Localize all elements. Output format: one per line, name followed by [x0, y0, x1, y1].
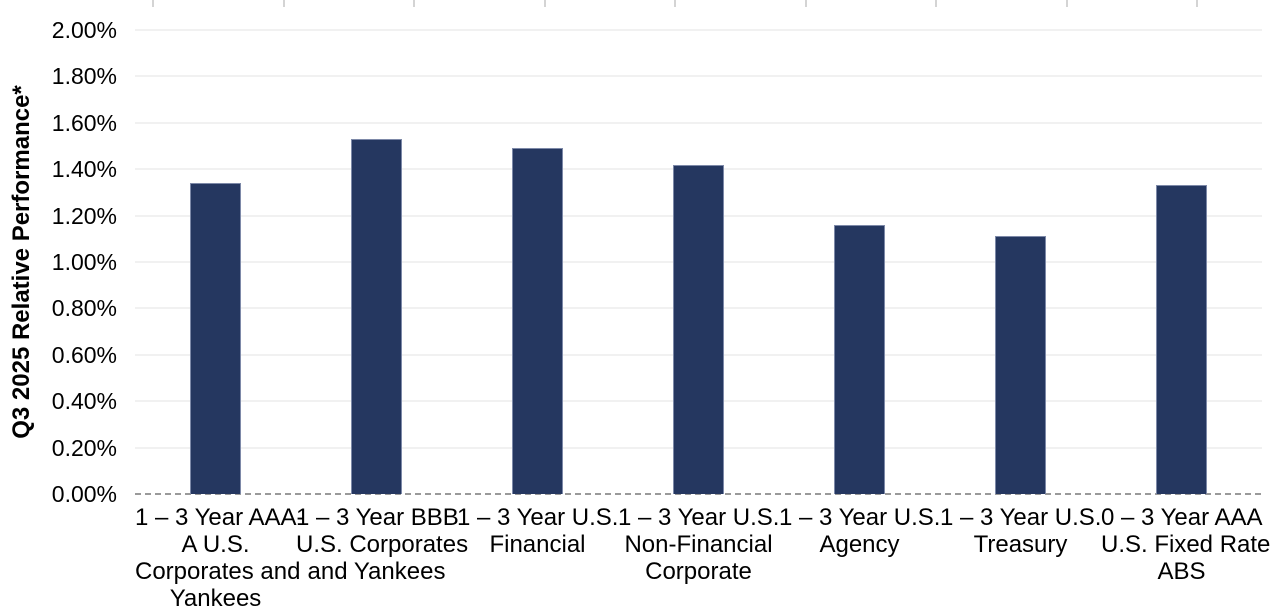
y-tick-label: 1.60% — [51, 109, 117, 136]
bar — [1156, 185, 1207, 494]
gridline — [135, 121, 1262, 124]
y-tick-label: 1.20% — [51, 202, 117, 229]
category-label: 1 – 3 Year AAA- A U.S. Corporates and Ya… — [135, 504, 305, 612]
top-tick-mark — [282, 0, 285, 7]
category-label: 1 – 3 Year U.S. Non-Financial Corporate — [618, 504, 780, 585]
top-tick-mark — [1196, 0, 1198, 7]
zero-baseline — [135, 493, 1262, 495]
category-label: 1 – 3 Year U.S. Agency — [779, 504, 941, 558]
category-label: 1 – 3 Year U.S. Treasury — [940, 504, 1102, 558]
y-tick-label: 0.40% — [51, 388, 117, 415]
top-tick-mark — [152, 0, 154, 7]
bar — [190, 183, 241, 494]
gridline — [135, 29, 1262, 31]
top-tick-mark — [1065, 0, 1068, 7]
y-tick-label: 0.00% — [51, 481, 117, 507]
bar — [834, 224, 885, 494]
y-tick-label: 2.00% — [51, 17, 117, 43]
top-tick-mark — [674, 0, 676, 7]
category-label: 0 – 3 Year AAA U.S. Fixed Rate ABS — [1101, 504, 1271, 585]
category-label: 1 – 3 Year BBB U.S. Corporates and Yanke… — [296, 504, 469, 585]
y-tick-label: 1.40% — [51, 156, 117, 183]
y-tick-label: 0.20% — [51, 434, 117, 461]
top-tick-mark — [543, 0, 546, 7]
bar — [512, 148, 563, 494]
y-tick-label: 0.80% — [51, 295, 117, 322]
y-tick-label: 0.60% — [51, 341, 117, 368]
gridline — [135, 75, 1262, 78]
bar — [673, 164, 724, 494]
top-tick-mark — [935, 0, 937, 7]
bar — [995, 236, 1046, 494]
y-tick-label: 1.00% — [51, 249, 117, 275]
y-tick-label: 1.80% — [51, 63, 117, 90]
top-tick-mark — [413, 0, 415, 7]
category-label: 1 – 3 Year U.S. Financial — [457, 504, 619, 558]
top-tick-mark — [804, 0, 807, 7]
bar — [351, 139, 402, 494]
